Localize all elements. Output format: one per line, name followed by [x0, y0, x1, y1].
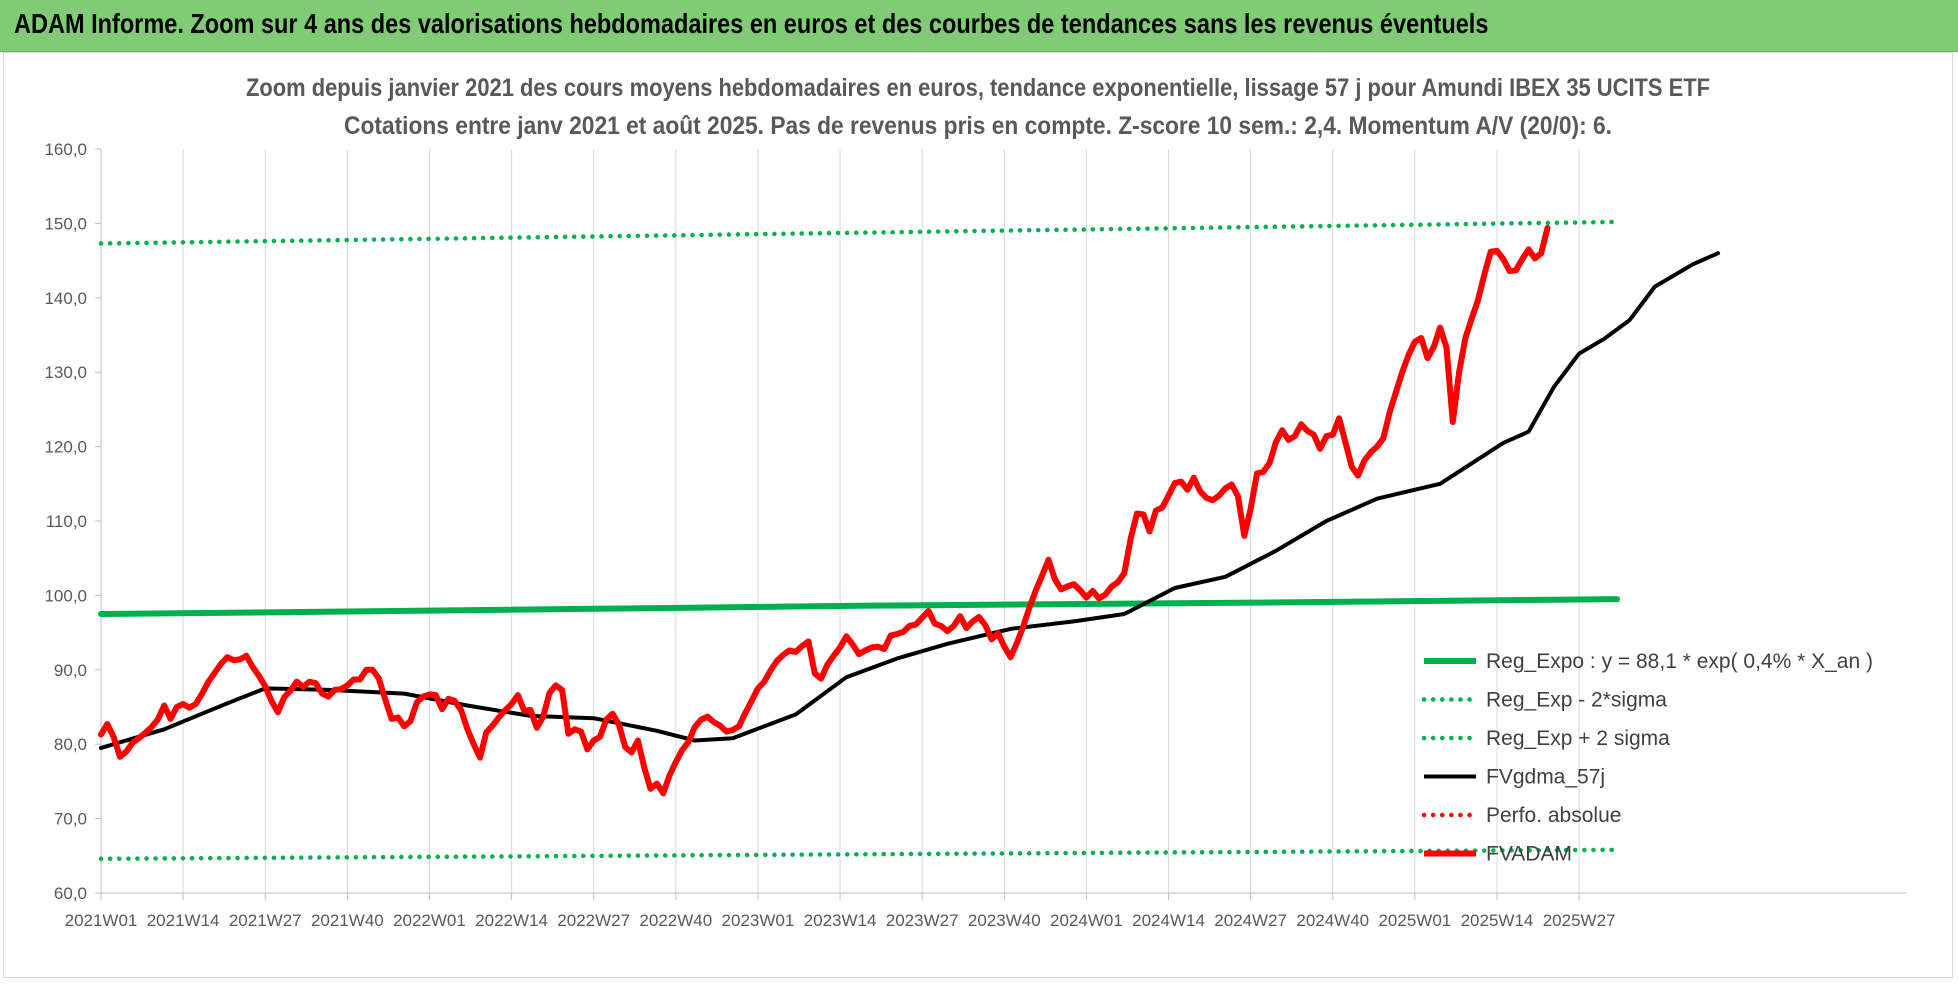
x-tick-label: 2021W14 [147, 911, 220, 930]
legend-label-2: Reg_Exp + 2 sigma [1486, 727, 1670, 750]
y-tick-label: 110,0 [46, 512, 87, 531]
y-tick-label: 120,0 [44, 438, 87, 457]
page-title: ADAM Informe. Zoom sur 4 ans des valoris… [14, 8, 1489, 39]
series-line-5 [98, 224, 1551, 797]
x-tick-label: 2021W01 [65, 911, 138, 930]
x-tick-label: 2021W27 [229, 911, 302, 930]
x-tick-label: 2024W40 [1296, 911, 1369, 930]
grid [100, 149, 1580, 893]
series-line-0 [98, 596, 1620, 617]
x-tick-label: 2022W14 [475, 911, 548, 930]
legend: Reg_Expo : y = 88,1 * exp( 0,4% * X_an )… [1421, 650, 1873, 866]
series-line-1 [98, 847, 1620, 862]
chart-title-line-2: Cotations entre janv 2021 et août 2025. … [344, 112, 1612, 140]
legend-label-5: FVADAM [1486, 843, 1572, 866]
x-tick-label: 2023W14 [804, 911, 877, 930]
legend-label-4: Perfo. absolue [1486, 804, 1621, 827]
chart: Zoom depuis janvier 2021 des cours moyen… [44, 74, 1906, 930]
y-tick-label: 150,0 [44, 214, 87, 233]
y-tick-label: 100,0 [44, 586, 87, 605]
series-lines [98, 219, 1721, 862]
x-tick-label: 2023W01 [722, 911, 795, 930]
y-tick-label: 60,0 [54, 884, 87, 903]
legend-label-1: Reg_Exp - 2*sigma [1486, 689, 1667, 712]
y-tick-label: 90,0 [54, 661, 87, 680]
x-tick-label: 2024W27 [1214, 911, 1287, 930]
x-tick-label: 2025W01 [1378, 911, 1451, 930]
chart-title-line-1: Zoom depuis janvier 2021 des cours moyen… [246, 74, 1710, 102]
x-tick-label: 2025W14 [1461, 911, 1534, 930]
x-tick-label: 2024W01 [1050, 911, 1123, 930]
header-banner: ADAM Informe. Zoom sur 4 ans des valoris… [0, 0, 1958, 52]
series-line-2 [98, 219, 1620, 246]
x-tick-label: 2022W01 [393, 911, 466, 930]
y-tick-label: 130,0 [44, 363, 87, 382]
axes: 2021W01 2021W14 2021W27 2021W40 2022W01 2022W… [44, 140, 1906, 930]
x-tick-label: 2025W27 [1543, 911, 1616, 930]
x-tick-label: 2022W27 [557, 911, 630, 930]
series-line-3 [99, 251, 1721, 750]
y-tick-label: 140,0 [44, 289, 87, 308]
x-tick-label: 2021W40 [311, 911, 384, 930]
x-tick-label: 2024W14 [1132, 911, 1205, 930]
y-tick-label: 70,0 [54, 810, 87, 829]
x-tick-label: 2023W40 [968, 911, 1041, 930]
y-tick-label: 80,0 [54, 735, 87, 754]
legend-label-0: Reg_Expo : y = 88,1 * exp( 0,4% * X_an ) [1486, 650, 1873, 673]
y-tick-label: 160,0 [44, 140, 87, 159]
x-tick-label: 2022W40 [639, 911, 712, 930]
legend-label-3: FVgdma_57j [1486, 766, 1605, 789]
x-tick-label: 2023W27 [886, 911, 959, 930]
chart-frame: Zoom depuis janvier 2021 des cours moyen… [3, 52, 1953, 978]
